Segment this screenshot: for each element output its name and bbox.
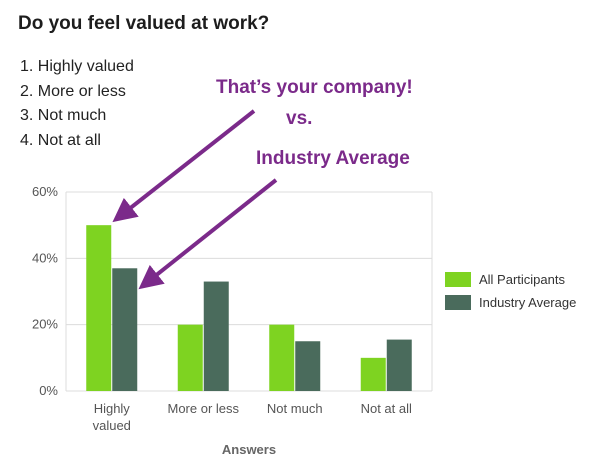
y-tick-label: 0% <box>39 383 58 398</box>
bar-industry-average <box>386 339 412 391</box>
legend-label: Industry Average <box>479 295 576 310</box>
y-tick-label: 60% <box>32 184 58 199</box>
answer-options-list: 1. Highly valued 2. More or less 3. Not … <box>20 55 134 153</box>
bar-all-participants <box>177 324 203 391</box>
annotation-vs: vs. <box>286 108 313 129</box>
legend-swatch <box>445 272 471 287</box>
bar-all-participants <box>86 225 112 391</box>
legend-label: All Participants <box>479 272 565 287</box>
axis-labels: 0% 20% 40% 60% Highly valued More or less Not m… <box>32 184 412 433</box>
answer-option-3: 3. Not much <box>20 107 107 124</box>
annotation-industry: Industry Average <box>256 148 410 169</box>
arrow-to-industry-bar <box>138 178 278 290</box>
answer-option-4: 4. Not at all <box>20 131 101 149</box>
annotation-arrows <box>112 109 278 290</box>
chart-title: Do you feel valued at work? <box>18 13 270 34</box>
x-category-label: Not much <box>267 401 323 416</box>
x-category-label: Highly <box>94 401 131 416</box>
annotation-company: That’s your company! <box>216 77 413 98</box>
y-tick-label: 40% <box>32 250 58 265</box>
bars <box>86 225 412 391</box>
bar-industry-average <box>295 341 321 391</box>
x-category-label: More or less <box>167 401 239 416</box>
bar-all-participants <box>360 357 386 391</box>
x-category-label: Not at all <box>361 401 412 416</box>
arrow-to-company-bar <box>112 109 256 223</box>
legend: All Participants Industry Average <box>445 272 576 310</box>
y-tick-label: 20% <box>32 317 58 332</box>
legend-swatch <box>445 295 471 310</box>
bar-all-participants <box>269 324 295 391</box>
x-axis-title: Answers <box>222 442 276 457</box>
x-category-label: valued <box>93 418 131 433</box>
bar-industry-average <box>112 268 138 391</box>
bar-industry-average <box>203 281 229 391</box>
answer-option-2: 2. More or less <box>20 82 126 100</box>
answer-option-1: 1. Highly valued <box>20 58 134 75</box>
